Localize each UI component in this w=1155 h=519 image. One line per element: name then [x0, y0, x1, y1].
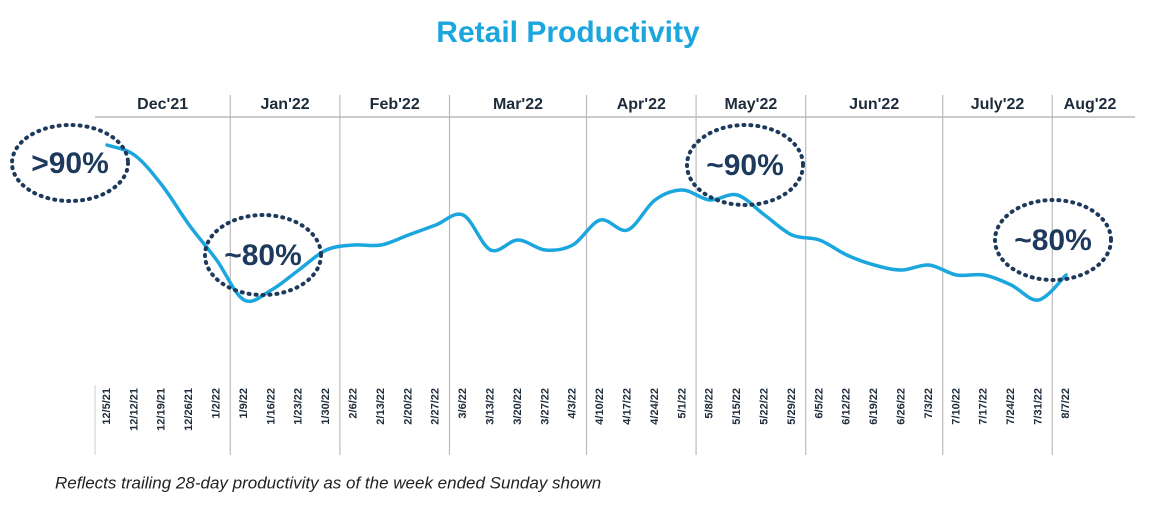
- annotation-ring: [10, 123, 130, 203]
- month-label: Aug'22: [1064, 96, 1117, 113]
- x-tick-label: 7/17/22: [978, 388, 990, 425]
- month-label: Mar'22: [493, 96, 543, 113]
- x-tick-label: 12/19/21: [156, 388, 168, 431]
- x-tick-label: 5/22/22: [759, 388, 771, 425]
- x-tick-label: 7/10/22: [950, 388, 962, 425]
- annotation: >90%: [31, 147, 109, 180]
- month-label: May'22: [725, 96, 778, 113]
- x-tick-label: 6/12/22: [841, 388, 853, 425]
- x-tick-label: 2/20/22: [402, 388, 414, 425]
- x-tick-label: 4/10/22: [594, 388, 606, 425]
- annotation: ~90%: [706, 149, 784, 182]
- x-tick-label: 3/6/22: [457, 388, 469, 419]
- footnote: Reflects trailing 28-day productivity as…: [55, 473, 601, 492]
- x-tick-label: 7/3/22: [923, 388, 935, 419]
- x-tick-label: 5/15/22: [731, 388, 743, 425]
- x-tick-label: 3/13/22: [485, 388, 497, 425]
- x-tick-label: 4/24/22: [649, 388, 661, 425]
- month-label: Feb'22: [370, 96, 420, 113]
- annotation: ~80%: [1014, 224, 1092, 257]
- chart-title: Retail Productivity: [436, 16, 700, 49]
- x-tick-label: 5/8/22: [704, 388, 716, 419]
- line: [105, 143, 1068, 303]
- x-tick-label: 4/3/22: [567, 388, 579, 419]
- x-tick-label: 6/19/22: [868, 388, 880, 425]
- x-tick-label: 12/5/21: [101, 388, 113, 425]
- x-tick-label: 3/20/22: [512, 388, 524, 425]
- month-label: Apr'22: [617, 96, 666, 113]
- x-tick-label: 1/9/22: [238, 388, 250, 419]
- x-tick-label: 4/17/22: [622, 388, 634, 425]
- annotation-ring: [993, 198, 1113, 282]
- month-label: Jan'22: [261, 96, 310, 113]
- x-tick-label: 2/6/22: [348, 388, 360, 419]
- x-tick-label: 5/1/22: [676, 388, 688, 419]
- x-tick-label: 5/29/22: [786, 388, 798, 425]
- month-label: July'22: [971, 96, 1025, 113]
- x-tick-label: 1/23/22: [293, 388, 305, 425]
- x-tick-label: 2/13/22: [375, 388, 387, 425]
- x-tick-label: 2/27/22: [430, 388, 442, 425]
- x-tick-label: 6/26/22: [896, 388, 908, 425]
- month-label: Dec'21: [137, 96, 188, 113]
- annotation-ring: [203, 213, 323, 297]
- x-tick-label: 7/31/22: [1033, 388, 1045, 425]
- annotation-ring: [685, 123, 805, 207]
- x-tick-label: 1/16/22: [265, 388, 277, 425]
- annotation: ~80%: [224, 239, 302, 272]
- x-tick-label: 1/30/22: [320, 388, 332, 425]
- month-label: Jun'22: [849, 96, 899, 113]
- x-tick-label: 1/2/22: [211, 388, 223, 419]
- x-tick-label: 8/7/22: [1060, 388, 1072, 419]
- x-tick-label: 12/12/21: [128, 388, 140, 431]
- x-tick-label: 6/5/22: [813, 388, 825, 419]
- x-tick-label: 12/26/21: [183, 388, 195, 431]
- x-tick-label: 3/27/22: [539, 388, 551, 425]
- x-tick-label: 7/24/22: [1005, 388, 1017, 425]
